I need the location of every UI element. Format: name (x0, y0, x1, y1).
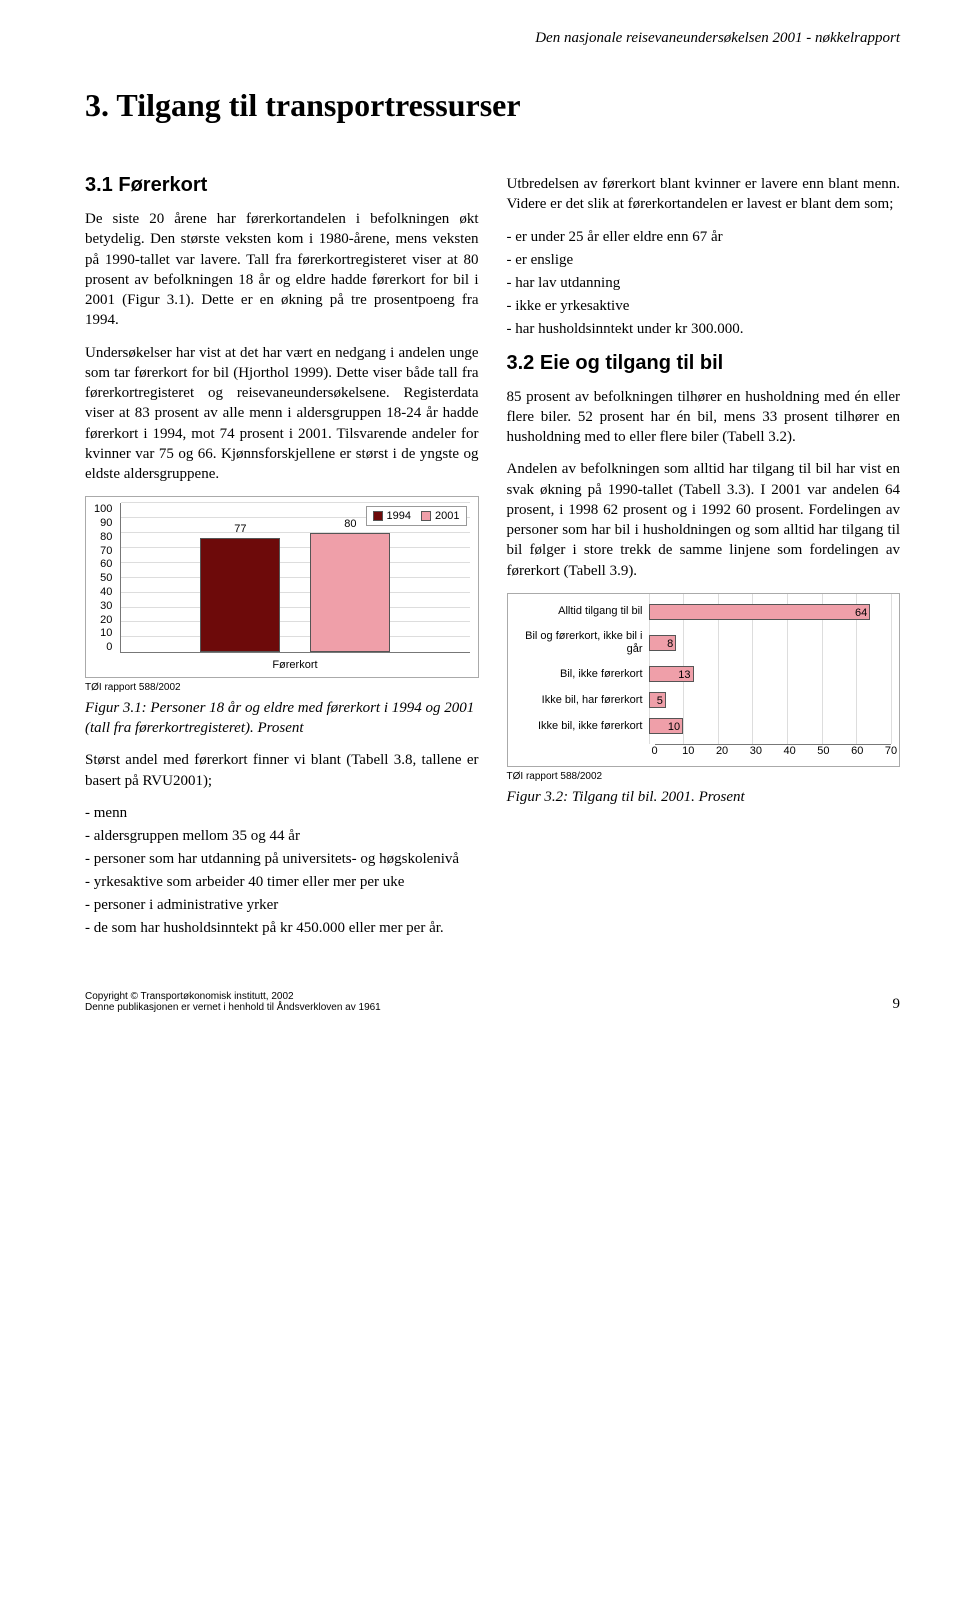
list-item: har husholdsinntekt under kr 300.000. (521, 319, 901, 340)
x-tick-label: 10 (682, 745, 694, 757)
hbar: 5 (649, 692, 666, 708)
list-item: aldersgruppen mellom 35 og 44 år (99, 826, 479, 847)
y-tick-label: 100 (94, 503, 112, 515)
hbar-label: Ikke bil, ikke førerkort (514, 720, 649, 733)
hbar-value-label: 8 (667, 636, 673, 652)
hbar-label: Alltid tilgang til bil (514, 605, 649, 618)
hbar: 13 (649, 666, 694, 682)
list-item: menn (99, 803, 479, 824)
hbar-row: Ikke bil, ikke førerkort 10 (514, 718, 892, 734)
list-item: de som har husholdsinntekt på kr 450.000… (99, 918, 479, 939)
list-item: personer som har utdanning på universite… (99, 849, 479, 870)
list-item: yrkesaktive som arbeider 40 timer eller … (99, 872, 479, 893)
hbar-chart-figure-3-2: Alltid tilgang til bil 64 Bil og førerkort… (507, 593, 901, 767)
source-note: TØI rapport 588/2002 (85, 682, 479, 693)
y-tick-label: 40 (100, 586, 112, 598)
y-tick-label: 0 (106, 641, 112, 653)
x-tick-label: 70 (885, 745, 897, 757)
bar-chart-figure-3-1: 1009080706050403020100 19942001 7780 Før… (85, 496, 479, 678)
plot-area: 1994 2001 77 80 (120, 503, 469, 653)
paragraph: 85 prosent av befolkningen tilhører en h… (507, 387, 901, 448)
x-tick-label: 0 (651, 745, 657, 757)
copyright: Copyright © Transportøkonomisk institutt… (85, 991, 381, 1002)
legend: 1994 2001 (366, 506, 467, 526)
paragraph: Utbredelsen av førerkort blant kvinner e… (507, 174, 901, 215)
hbar-row: Ikke bil, har førerkort 5 (514, 692, 892, 708)
legend-item: 2001 (421, 510, 459, 522)
hbar-value-label: 64 (855, 605, 867, 621)
hbar-label: Ikke bil, har førerkort (514, 694, 649, 707)
hbar-row: Alltid tilgang til bil 64 (514, 604, 892, 620)
hbar-row: Bil og førerkort, ikke bil i går 8 (514, 630, 892, 656)
chapter-title: 3. Tilgang til transportressurser (85, 87, 900, 124)
legend-item: 1994 (373, 510, 411, 522)
y-tick-label: 30 (100, 600, 112, 612)
list-item: er under 25 år eller eldre enn 67 år (521, 227, 901, 248)
x-tick-label: 40 (784, 745, 796, 757)
source-note: TØI rapport 588/2002 (507, 771, 901, 782)
footer-text: Copyright © Transportøkonomisk institutt… (85, 991, 381, 1013)
x-tick-label: 60 (851, 745, 863, 757)
two-column-layout: 3.1 Førerkort De siste 20 årene har føre… (85, 174, 900, 951)
paragraph: Andelen av befolkningen som alltid har t… (507, 459, 901, 581)
bar: 80 (310, 533, 390, 652)
hbar-label: Bil og førerkort, ikke bil i går (514, 630, 649, 656)
list-item: personer i administrative yrker (99, 895, 479, 916)
hbar-label: Bil, ikke førerkort (514, 668, 649, 681)
figure-caption-3-1: Figur 3.1: Personer 18 år og eldre med f… (85, 699, 479, 738)
hbar: 10 (649, 718, 684, 734)
hbar-row: Bil, ikke førerkort 13 (514, 666, 892, 682)
hbar-value-label: 10 (668, 719, 680, 735)
bullet-list: er under 25 år eller eldre enn 67 årer e… (507, 227, 901, 340)
page-number: 9 (893, 996, 901, 1013)
right-column: Utbredelsen av førerkort blant kvinner e… (507, 174, 901, 951)
bullet-list: mennaldersgruppen mellom 35 og 44 årpers… (85, 803, 479, 939)
hbar-rows: Alltid tilgang til bil 64 Bil og førerkort… (514, 604, 892, 734)
y-tick-label: 20 (100, 614, 112, 626)
hbar-value-label: 13 (678, 667, 690, 683)
list-item: er enslige (521, 250, 901, 271)
y-tick-label: 80 (100, 531, 112, 543)
paragraph: Størst andel med førerkort finner vi bla… (85, 750, 479, 791)
y-tick-label: 10 (100, 627, 112, 639)
section-heading-3-1: 3.1 Førerkort (85, 174, 479, 197)
paragraph: Undersøkelser har vist at det har vært e… (85, 343, 479, 485)
x-tick-label: 30 (750, 745, 762, 757)
x-tick-label: 20 (716, 745, 728, 757)
y-axis: 1009080706050403020100 (94, 503, 116, 653)
running-header: Den nasjonale reisevaneundersøkelsen 200… (85, 30, 900, 47)
y-tick-label: 90 (100, 517, 112, 529)
y-tick-label: 60 (100, 558, 112, 570)
hbar-value-label: 5 (657, 693, 663, 709)
x-tick-label: 50 (817, 745, 829, 757)
hbar: 8 (649, 635, 677, 651)
footer-note: Denne publikasjonen er vernet i henhold … (85, 1002, 381, 1013)
x-axis-label: Førerkort (120, 659, 469, 671)
y-tick-label: 70 (100, 545, 112, 557)
left-column: 3.1 Førerkort De siste 20 årene har føre… (85, 174, 479, 951)
page-footer: Copyright © Transportøkonomisk institutt… (85, 991, 900, 1013)
figure-caption-3-2: Figur 3.2: Tilgang til bil. 2001. Prosen… (507, 788, 901, 808)
paragraph: De siste 20 årene har førerkortandelen i… (85, 209, 479, 331)
section-heading-3-2: 3.2 Eie og tilgang til bil (507, 352, 901, 375)
list-item: ikke er yrkesaktive (521, 296, 901, 317)
bar-value-label: 77 (201, 523, 279, 535)
x-axis: 010203040506070 (655, 744, 892, 760)
bar: 77 (200, 538, 280, 653)
y-tick-label: 50 (100, 572, 112, 584)
list-item: har lav utdanning (521, 273, 901, 294)
hbar: 64 (649, 604, 871, 620)
